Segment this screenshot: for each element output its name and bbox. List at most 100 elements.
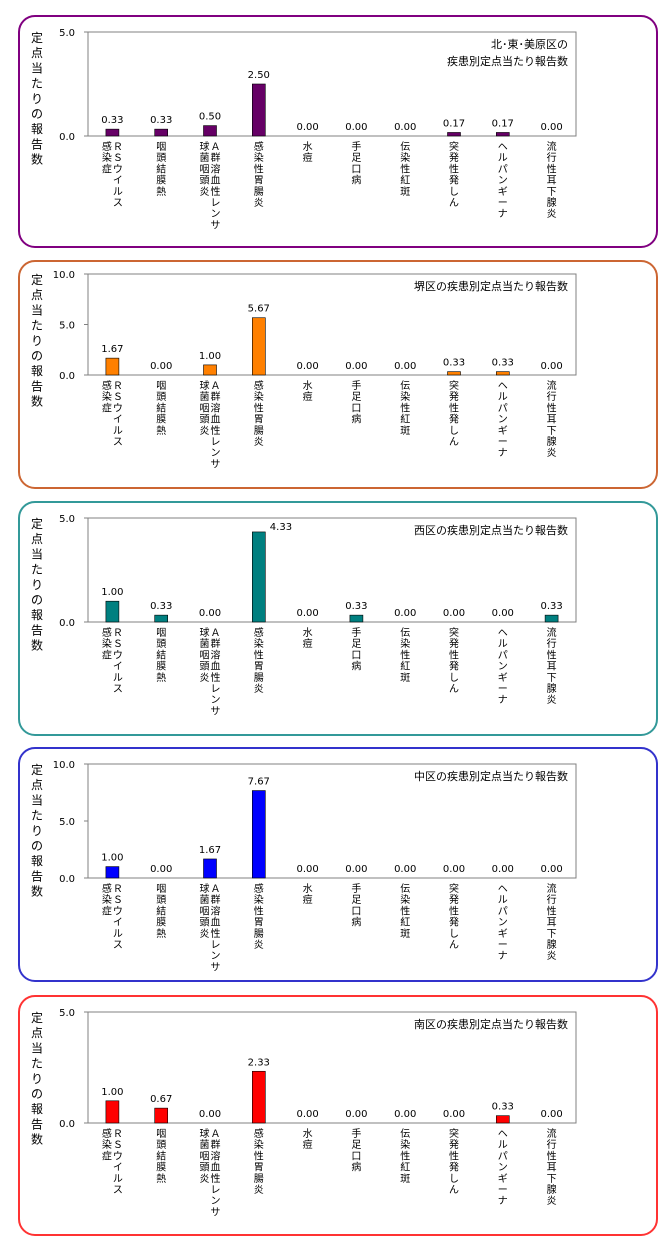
data-label: 0.00 xyxy=(540,361,562,372)
category-label: 手足口病 xyxy=(351,626,361,673)
y-axis-title: 定点当たりの報告数 xyxy=(31,1010,43,1147)
category-label: 咽頭結膜熱 xyxy=(156,883,166,940)
data-label: 0.50 xyxy=(199,112,221,123)
bar xyxy=(252,83,266,137)
category-label: 感染性胃腸炎 xyxy=(254,379,264,448)
y-tick-label: 10.0 xyxy=(53,760,75,771)
y-tick-label: 0.0 xyxy=(59,1119,75,1130)
data-label: 0.67 xyxy=(150,1094,172,1105)
data-label: 0.00 xyxy=(540,122,562,133)
category-label: 感染性胃腸炎 xyxy=(254,626,264,695)
category-label: 咽頭結膜熱 xyxy=(156,1128,166,1185)
category-label: 手足口病 xyxy=(351,140,361,187)
bar xyxy=(203,858,217,879)
category-label: 手足口病 xyxy=(351,1127,361,1174)
category-label: 流行性耳下腺炎 xyxy=(547,379,557,459)
data-label: 0.33 xyxy=(492,1102,514,1113)
bar xyxy=(105,600,120,623)
bar xyxy=(252,531,266,623)
category-label: 伝染性紅斑 xyxy=(400,883,410,940)
category-label: 手足口病 xyxy=(351,882,361,929)
bar xyxy=(252,317,266,376)
plot-area xyxy=(87,31,577,137)
bar xyxy=(544,614,559,623)
category-label: 球菌咽頭炎 xyxy=(200,626,210,684)
bar xyxy=(105,1100,120,1124)
data-label: 0.00 xyxy=(199,608,221,619)
y-axis-title: 定点当たりの報告数 xyxy=(31,272,43,409)
data-label: 0.00 xyxy=(345,122,367,133)
bar xyxy=(105,128,120,137)
chart-title: 南区の疾患別定点当たり報告数 xyxy=(414,1017,568,1031)
category-label: 球菌咽頭炎 xyxy=(200,882,210,940)
y-tick-label: 0.0 xyxy=(59,618,75,629)
category-label: 水痘 xyxy=(303,883,313,906)
data-label: 0.00 xyxy=(296,122,318,133)
category-label: ＲＳウイルス xyxy=(113,1129,123,1196)
y-tick-label: 0.0 xyxy=(59,132,75,143)
bar xyxy=(203,125,217,137)
data-label: 1.67 xyxy=(101,344,123,355)
data-label: 0.00 xyxy=(443,1109,465,1120)
category-label: ヘルパンギーナ xyxy=(498,381,508,459)
category-label: 流行性耳下腺炎 xyxy=(547,626,557,706)
data-label: 0.00 xyxy=(345,1109,367,1120)
data-label: 0.00 xyxy=(492,608,514,619)
category-label: 伝染性紅斑 xyxy=(400,141,410,198)
bar xyxy=(105,866,120,879)
data-label: 0.00 xyxy=(150,361,172,372)
category-label: 水痘 xyxy=(303,380,313,403)
category-label: 伝染性紅斑 xyxy=(400,380,410,437)
plot-area xyxy=(87,273,577,376)
y-tick-label: 0.0 xyxy=(59,371,75,382)
plot-area xyxy=(87,763,577,879)
data-label: 0.00 xyxy=(394,361,416,372)
data-label: 1.67 xyxy=(199,845,221,856)
category-label: ヘルパンギーナ xyxy=(498,142,508,220)
data-label: 1.00 xyxy=(101,1087,123,1098)
data-label: 0.00 xyxy=(345,864,367,875)
chart-title: 疾患別定点当たり報告数 xyxy=(447,54,568,68)
category-label: 感染性胃腸炎 xyxy=(254,140,264,209)
data-label: 0.00 xyxy=(296,1109,318,1120)
data-label: 0.00 xyxy=(394,122,416,133)
category-label: 感染症 xyxy=(102,1127,112,1162)
chart-title: 北･東･美原区の xyxy=(491,38,568,51)
data-label: 7.67 xyxy=(248,777,270,788)
data-label: 0.00 xyxy=(150,864,172,875)
category-label: 球菌咽頭炎 xyxy=(200,1127,210,1185)
category-label: 球菌咽頭炎 xyxy=(200,140,210,198)
chart-title: 堺区の疾患別定点当たり報告数 xyxy=(414,279,568,293)
bar xyxy=(105,357,120,376)
bar xyxy=(495,1115,510,1124)
data-label: 0.00 xyxy=(394,608,416,619)
category-label: 球菌咽頭炎 xyxy=(200,379,210,437)
data-label: 0.00 xyxy=(443,608,465,619)
data-label: 2.33 xyxy=(248,1057,270,1068)
category-label: 感染症 xyxy=(102,882,112,917)
data-label: 2.50 xyxy=(248,70,270,81)
chart-panel-3: 定点当たりの報告数 5.0 0.0 西区の疾患別定点当たり報告数 1.00 0.33 0.0… xyxy=(0,500,660,738)
data-label: 0.00 xyxy=(296,864,318,875)
category-label: 流行性耳下腺炎 xyxy=(547,882,557,962)
category-label: 水痘 xyxy=(303,1128,313,1151)
data-label: 5.67 xyxy=(248,304,270,315)
category-label: 水痘 xyxy=(303,627,313,650)
bar xyxy=(495,371,510,376)
category-label: Ａ群溶血性レンサ xyxy=(211,628,221,717)
chart-2: 定点当たりの報告数 10.0 5.0 0.0 堺区の疾患別定点当たり報告数 1.67 0.0… xyxy=(18,260,658,489)
data-label: 4.33 xyxy=(270,522,292,533)
bar xyxy=(495,132,510,137)
category-label: Ａ群溶血性レンサ xyxy=(211,142,221,231)
category-label: 手足口病 xyxy=(351,379,361,426)
category-label: 突発性発しん xyxy=(449,140,459,209)
data-label: 0.33 xyxy=(150,601,172,612)
data-label: 0.00 xyxy=(540,1109,562,1120)
data-label: 1.00 xyxy=(101,853,123,864)
y-axis-title: 定点当たりの報告数 xyxy=(31,30,43,167)
bar xyxy=(252,790,266,879)
data-label: 1.00 xyxy=(199,351,221,362)
category-label: ＲＳウイルス xyxy=(113,628,123,695)
category-label: ＲＳウイルス xyxy=(113,884,123,951)
